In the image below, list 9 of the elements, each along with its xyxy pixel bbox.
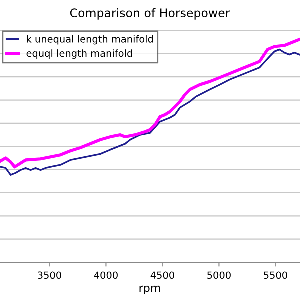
legend-label: equql length manifold: [26, 50, 132, 59]
x-tick-label: 4500: [150, 272, 174, 280]
x-tick-label: 5000: [208, 272, 231, 280]
x-tick-label: 3500: [38, 272, 62, 280]
chart-title: Comparison of Horsepower: [70, 8, 230, 20]
legend-label: k unequal length manifold: [27, 35, 154, 45]
x-tick-label: 4000: [94, 272, 118, 280]
x-tick-label: 5500: [264, 272, 288, 280]
x-axis-title: rpm: [140, 286, 160, 294]
